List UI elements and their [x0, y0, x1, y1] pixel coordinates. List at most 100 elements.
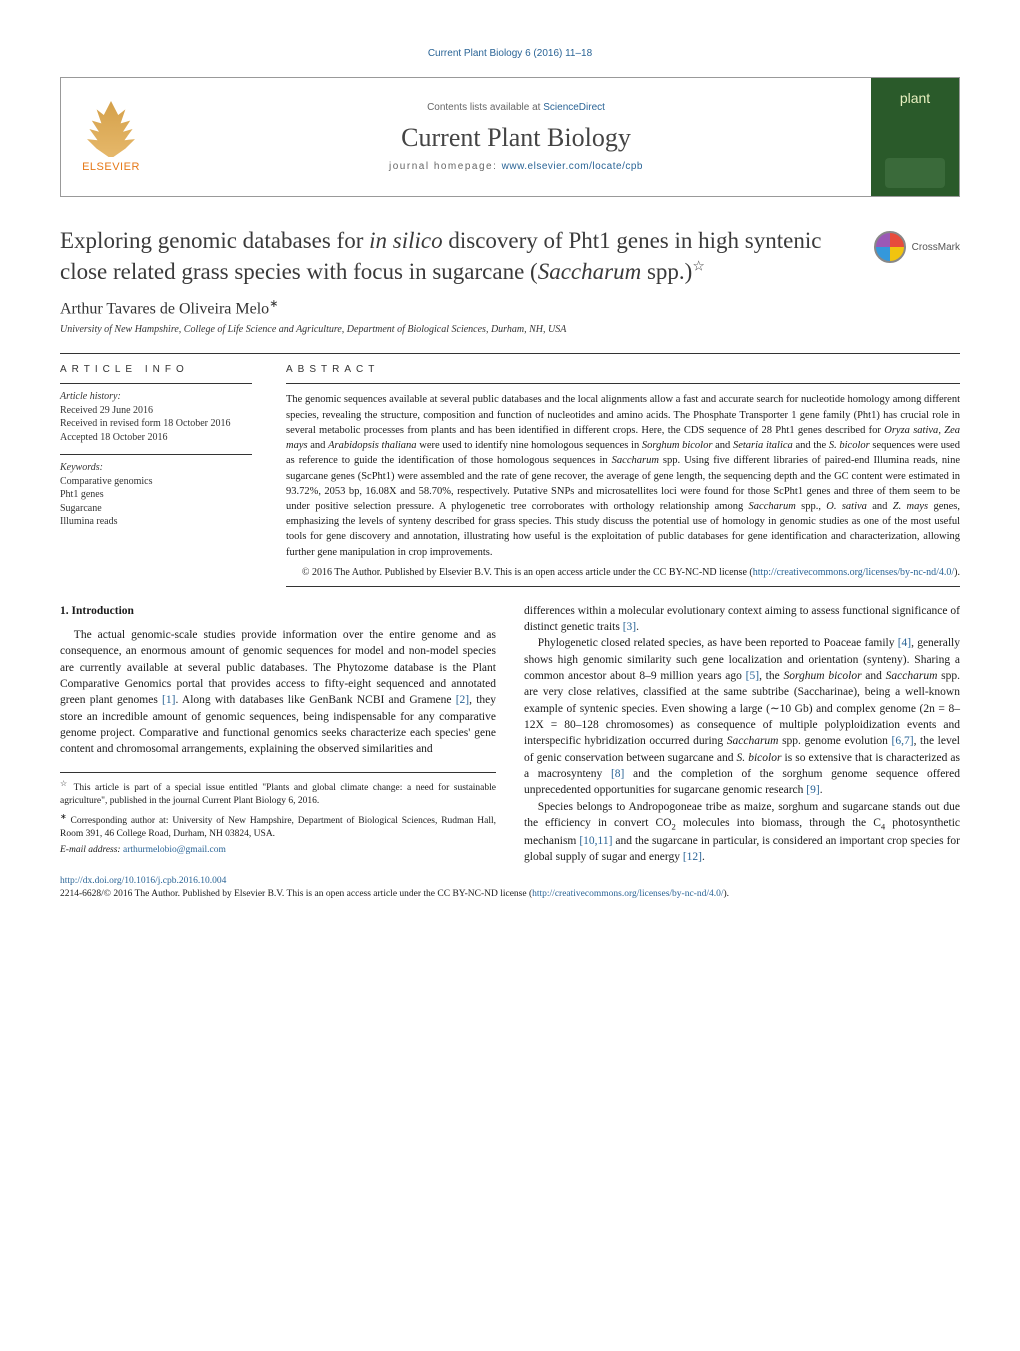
abs-t6: and the	[793, 440, 829, 451]
abs-t10: and	[867, 501, 893, 512]
crossmark-widget[interactable]: CrossMark	[874, 231, 960, 263]
footnote-star: ☆ This article is part of a special issu…	[60, 779, 496, 808]
publisher-logo[interactable]: ELSEVIER	[61, 78, 161, 196]
c2-isb2: S. bicolor	[737, 752, 782, 764]
abs-i9: O. sativa	[826, 501, 867, 512]
title-italic-1: in silico	[369, 228, 442, 253]
footnote-corresp: ∗ Corresponding author at: University of…	[60, 812, 496, 841]
abs-t9: spp.,	[796, 501, 827, 512]
author-line: Arthur Tavares de Oliveira Melo∗	[60, 297, 960, 318]
title-p5: spp.)	[641, 259, 692, 284]
body-column-left: 1. Introduction The actual genomic-scale…	[60, 603, 496, 865]
running-header: Current Plant Biology 6 (2016) 11–18	[60, 48, 960, 59]
article-info-column: article info Article history: Received 2…	[60, 354, 252, 586]
bottom-license-link[interactable]: http://creativecommons.org/licenses/by-n…	[532, 889, 723, 899]
ref-3[interactable]: [3]	[623, 621, 636, 633]
body-two-column: 1. Introduction The actual genomic-scale…	[60, 603, 960, 865]
author-corresp-marker: ∗	[269, 298, 278, 310]
intro-p1-cont: differences within a molecular evolution…	[524, 603, 960, 636]
bottom-meta: http://dx.doi.org/10.1016/j.cpb.2016.10.…	[60, 875, 960, 901]
sciencedirect-link[interactable]: ScienceDirect	[543, 102, 605, 113]
c2-t2a: Phylogenetic closed related species, as …	[538, 637, 898, 649]
article-history-block: Article history: Received 29 June 2016 R…	[60, 383, 252, 444]
abs-i6: S. bicolor	[829, 440, 870, 451]
keyword-1: Comparative genomics	[60, 475, 252, 489]
copyright-text: © 2016 The Author. Published by Elsevier…	[302, 567, 753, 578]
c2-isb: Sorghum bicolor	[783, 670, 861, 682]
journal-homepage-line: journal homepage: www.elsevier.com/locat…	[389, 161, 643, 172]
ref-1[interactable]: [1]	[162, 694, 175, 706]
license-link[interactable]: http://creativecommons.org/licenses/by-n…	[753, 567, 954, 578]
abs-t1: The genomic sequences available at sever…	[286, 394, 960, 435]
c1-t2: . Along with databases like GenBank NCBI…	[175, 694, 455, 706]
crossmark-label: CrossMark	[912, 242, 960, 253]
c2-isa: Saccharum	[886, 670, 938, 682]
bottom-end: ).	[724, 889, 730, 899]
history-label: Article history:	[60, 390, 252, 404]
abs-t5: and	[712, 440, 733, 451]
ref-6-7[interactable]: [6,7]	[892, 735, 914, 747]
keywords-label: Keywords:	[60, 461, 252, 475]
contents-list-line: Contents lists available at ScienceDirec…	[427, 102, 605, 113]
keyword-2: Pht1 genes	[60, 488, 252, 502]
ref-9[interactable]: [9]	[806, 784, 819, 796]
article-title: Exploring genomic databases for in silic…	[60, 225, 854, 287]
journal-center: Contents lists available at ScienceDirec…	[161, 78, 871, 196]
contents-prefix: Contents lists available at	[427, 102, 543, 113]
c2-t2c: , the	[759, 670, 783, 682]
publisher-name: ELSEVIER	[82, 161, 140, 173]
abs-i10: Z. mays	[893, 501, 928, 512]
elsevier-tree-icon	[87, 101, 135, 157]
abs-i8: Saccharum	[749, 501, 796, 512]
keywords-block: Keywords: Comparative genomics Pht1 gene…	[60, 454, 252, 529]
history-received: Received 29 June 2016	[60, 404, 252, 418]
article-info-label: article info	[60, 364, 252, 375]
title-italic-2: Saccharum	[538, 259, 641, 284]
section-heading-intro: 1. Introduction	[60, 603, 496, 619]
c2-t2f: spp. genome evolution	[778, 735, 891, 747]
journal-cover-thumbnail[interactable]: plant	[871, 78, 959, 196]
c2-t3e: .	[702, 851, 705, 863]
cover-text: plant	[900, 90, 930, 106]
abs-i5: Setaria italica	[733, 440, 793, 451]
footnote-email: E-mail address: arthurmelobio@gmail.com	[60, 844, 496, 857]
affiliation: University of New Hampshire, College of …	[60, 324, 960, 335]
ref-5[interactable]: [5]	[746, 670, 759, 682]
author-name: Arthur Tavares de Oliveira Melo	[60, 300, 269, 317]
history-accepted: Accepted 18 October 2016	[60, 431, 252, 445]
ref-10-11[interactable]: [10,11]	[579, 835, 612, 847]
fn2-text: Corresponding author at: University of N…	[60, 816, 496, 839]
body-column-right: differences within a molecular evolution…	[524, 603, 960, 865]
doi-link[interactable]: http://dx.doi.org/10.1016/j.cpb.2016.10.…	[60, 876, 226, 886]
journal-header-box: ELSEVIER Contents lists available at Sci…	[60, 77, 960, 197]
c2-t2j: .	[820, 784, 823, 796]
c2-t2d: and	[862, 670, 886, 682]
issn-line: 2214-6628/© 2016 The Author. Published b…	[60, 889, 532, 899]
fn1-text: This article is part of a special issue …	[60, 783, 496, 806]
ref-12[interactable]: [12]	[683, 851, 702, 863]
crossmark-icon	[874, 231, 906, 263]
c2-t1: differences within a molecular evolution…	[524, 605, 960, 633]
keyword-4: Illumina reads	[60, 515, 252, 529]
abstract-column: abstract The genomic sequences available…	[286, 354, 960, 586]
homepage-link[interactable]: www.elsevier.com/locate/cpb	[502, 161, 643, 172]
copyright-block: © 2016 The Author. Published by Elsevier…	[286, 566, 960, 580]
email-label: E-mail address:	[60, 845, 123, 855]
abs-i3: Arabidopsis thaliana	[328, 440, 416, 451]
cover-sublogo	[885, 158, 945, 188]
ref-4[interactable]: [4]	[898, 637, 911, 649]
abs-t3: and	[308, 440, 329, 451]
copyright-end: ).	[954, 567, 960, 578]
homepage-prefix: journal homepage:	[389, 161, 502, 172]
title-footnote-star: ☆	[692, 259, 705, 274]
abs-i4: Sorghum bicolor	[642, 440, 713, 451]
abs-i1: Oryza sativa	[884, 425, 938, 436]
ref-8[interactable]: [8]	[611, 768, 624, 780]
c2-t3b: molecules into biomass, through the C	[676, 817, 881, 829]
ref-2[interactable]: [2]	[456, 694, 469, 706]
divider-abstract-bottom	[286, 586, 960, 587]
email-link[interactable]: arthurmelobio@gmail.com	[123, 845, 226, 855]
intro-p1: The actual genomic-scale studies provide…	[60, 627, 496, 758]
history-revised: Received in revised form 18 October 2016	[60, 417, 252, 431]
c2-t1b: .	[636, 621, 639, 633]
